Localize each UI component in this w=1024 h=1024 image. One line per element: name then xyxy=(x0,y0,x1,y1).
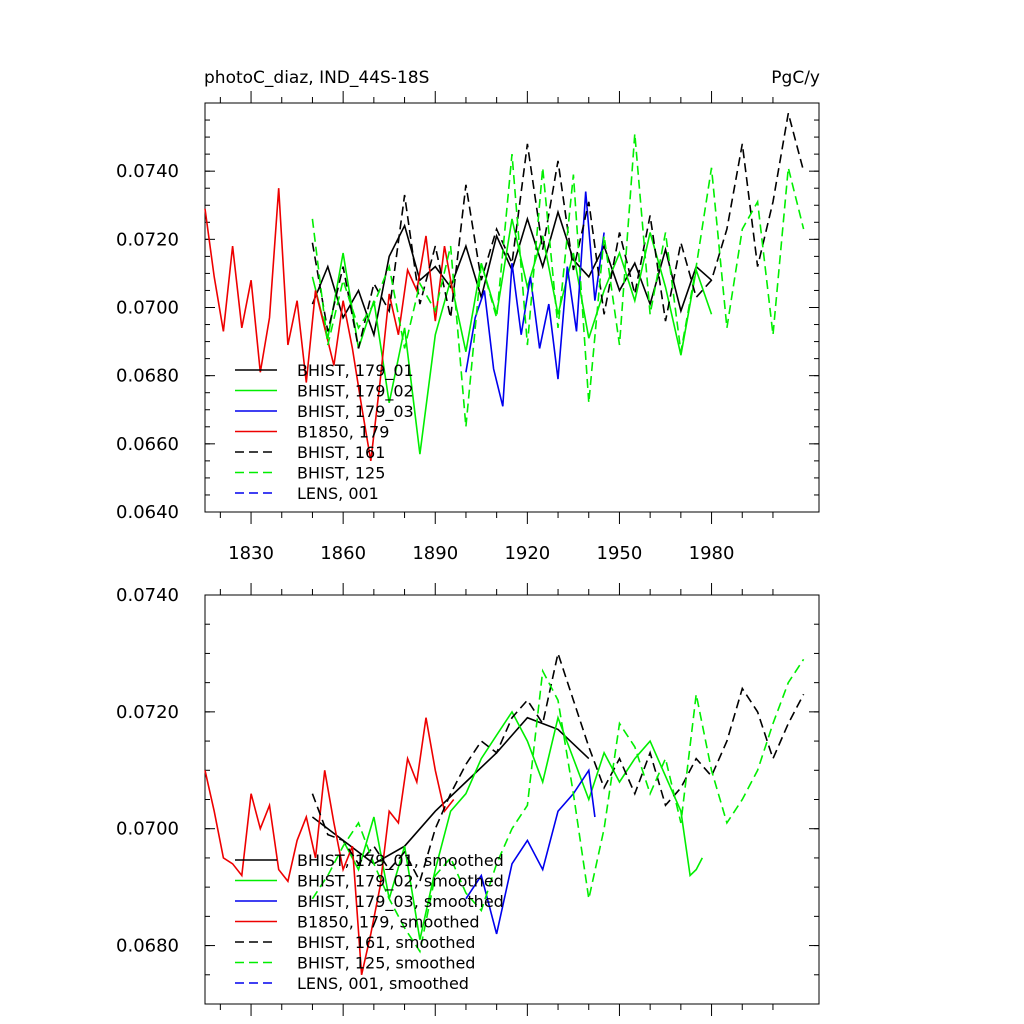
top-x-tick-label: 1950 xyxy=(597,543,643,564)
bottom-series-line-3 xyxy=(204,717,455,975)
top-legend-label-5: BHIST, 125 xyxy=(297,464,385,483)
top-series-line-5 xyxy=(311,133,805,427)
top-x-tick-label: 1920 xyxy=(504,543,550,564)
top-legend-label-4: BHIST, 161 xyxy=(297,443,385,462)
bottom-series-group xyxy=(204,650,805,975)
top-series-group xyxy=(204,112,805,462)
top-legend-label-0: BHIST, 179_01 xyxy=(297,361,414,381)
top-y-tick-label: 0.0680 xyxy=(116,366,179,387)
bottom-series-line-4 xyxy=(311,650,805,884)
bottom-panel-frame xyxy=(204,594,820,1005)
bottom-y-tick-label: 0.0700 xyxy=(116,819,179,840)
bottom-legend-label-5: BHIST, 125, smoothed xyxy=(297,954,475,973)
top-x-tick-label: 1860 xyxy=(320,543,366,564)
top-axis-ticks: 0.0640 0.0660 0.0680 0.0700 0.0720 0.0740 1830… xyxy=(116,91,819,564)
top-series-line-2 xyxy=(465,191,605,407)
bottom-y-tick-label: 0.0720 xyxy=(116,702,179,723)
top-legend-label-3: B1850, 179 xyxy=(297,423,389,442)
top-y-tick-label: 0.0720 xyxy=(116,229,179,250)
bottom-legend-label-0: BHIST, 179_01, smoothed xyxy=(297,851,504,871)
top-legend-label-6: LENS, 001 xyxy=(297,484,379,503)
bottom-panel: 0.0680 0.0700 0.0720 0.0740 BHIST, 179_01, … xyxy=(116,583,820,1016)
top-x-tick-label: 1980 xyxy=(689,543,735,564)
top-y-tick-label: 0.0640 xyxy=(116,502,179,523)
top-x-tick-label: 1830 xyxy=(228,543,274,564)
top-x-tick-label: 1890 xyxy=(412,543,458,564)
top-panel-frame xyxy=(204,102,820,513)
bottom-y-tick-label: 0.0680 xyxy=(116,936,179,957)
bottom-legend-label-3: B1850, 179, smoothed xyxy=(297,913,480,932)
bottom-series-line-0 xyxy=(311,716,590,865)
bottom-axis-ticks: 0.0680 0.0700 0.0720 0.0740 xyxy=(116,583,819,1016)
top-panel-units: PgC/y xyxy=(771,68,820,88)
top-series-line-4 xyxy=(311,112,805,349)
bottom-legend-label-4: BHIST, 161, smoothed xyxy=(297,933,475,952)
top-y-tick-label: 0.0700 xyxy=(116,298,179,319)
bottom-y-tick-label: 0.0740 xyxy=(116,585,179,606)
bottom-series-line-2 xyxy=(465,768,596,935)
top-series-line-3 xyxy=(204,188,455,462)
top-panel: photoC_diaz, IND_44S-18S PgC/y 0.06400.0… xyxy=(116,68,820,564)
top-panel-title: photoC_diaz, IND_44S-18S xyxy=(204,68,429,88)
top-legend-label-2: BHIST, 179_03 xyxy=(297,402,414,422)
top-y-tick-label: 0.0660 xyxy=(116,434,179,455)
bottom-legend-label-6: LENS, 001, smoothed xyxy=(297,974,469,993)
bottom-legend-label-2: BHIST, 179_03, smoothed xyxy=(297,892,504,912)
bottom-series-line-5 xyxy=(311,658,805,954)
bottom-series-line-1 xyxy=(342,710,704,940)
top-y-tick-label: 0.0740 xyxy=(116,161,179,182)
top-legend-label-1: BHIST, 179_02 xyxy=(297,382,414,402)
bottom-legend-label-1: BHIST, 179_02, smoothed xyxy=(297,872,504,892)
